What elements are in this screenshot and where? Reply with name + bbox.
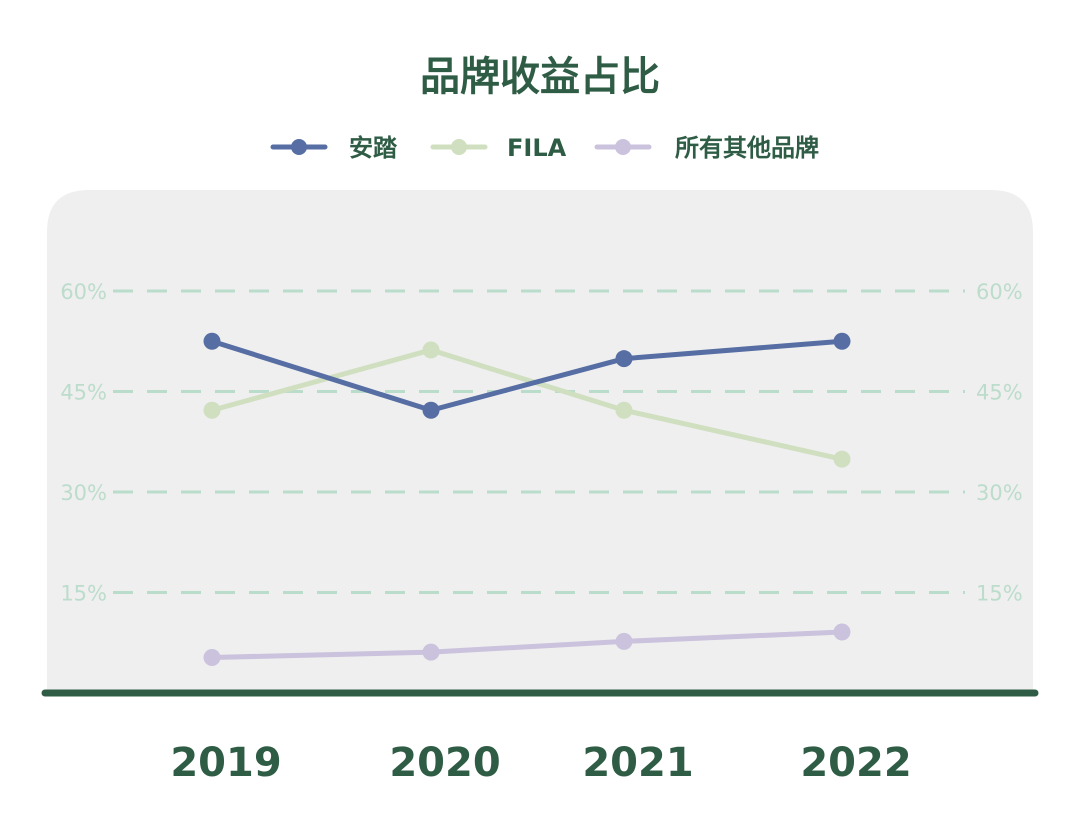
data-point-2021 <box>615 401 633 419</box>
data-point-2020 <box>422 341 440 359</box>
chart-title: 品牌收益占比 <box>420 54 660 100</box>
data-point-2019 <box>203 648 221 666</box>
legend-dot-marker <box>615 139 631 155</box>
x-tick-label: 2019 <box>170 740 281 786</box>
series-0 <box>203 332 851 419</box>
data-point-2020 <box>422 643 440 661</box>
data-point-2021 <box>615 350 633 368</box>
legend-label: FILA <box>507 134 567 162</box>
legend-label: 所有其他品牌 <box>675 134 819 162</box>
series-line <box>209 338 845 413</box>
series-1 <box>203 341 851 468</box>
legend-dot-marker <box>291 139 307 155</box>
y-tick-label-right: 30% <box>976 481 1023 505</box>
data-point-2020 <box>422 401 440 419</box>
y-tick-label-right: 45% <box>976 381 1023 405</box>
legend-dot-marker <box>451 139 467 155</box>
gridlines <box>113 289 965 594</box>
y-tick-label-left: 15% <box>60 582 107 606</box>
x-tick-label: 2022 <box>800 740 911 786</box>
y-tick-label-right: 60% <box>976 280 1023 304</box>
series-group <box>203 332 851 666</box>
y-tick-label-left: 30% <box>60 481 107 505</box>
legend: 安踏 FILA 所有其他品牌 <box>270 134 819 162</box>
data-point-2022 <box>833 623 851 641</box>
data-point-2021 <box>615 632 633 650</box>
y-tick-label-left: 45% <box>60 381 107 405</box>
x-tick-label: 2021 <box>582 740 693 786</box>
data-point-2022 <box>833 332 851 350</box>
plot-panel <box>47 190 1033 693</box>
y-axis-ticks: 15% 15% 30% 30% 45% 45% 60% 60% <box>60 280 1022 606</box>
data-point-2019 <box>203 401 221 419</box>
y-tick-label-left: 60% <box>60 280 107 304</box>
legend-item-1: FILA <box>430 134 567 162</box>
legend-item-2: 所有其他品牌 <box>594 134 819 162</box>
legend-item-0: 安踏 <box>270 134 398 162</box>
series-line <box>209 629 845 660</box>
y-tick-label-right: 15% <box>976 582 1023 606</box>
x-axis-ticks: 2019 2020 2021 2022 <box>170 740 911 786</box>
legend-label: 安踏 <box>349 134 398 162</box>
data-point-2022 <box>833 450 851 468</box>
series-2 <box>203 623 851 666</box>
series-line <box>209 347 845 462</box>
data-point-2019 <box>203 332 221 350</box>
x-tick-label: 2020 <box>389 740 500 786</box>
